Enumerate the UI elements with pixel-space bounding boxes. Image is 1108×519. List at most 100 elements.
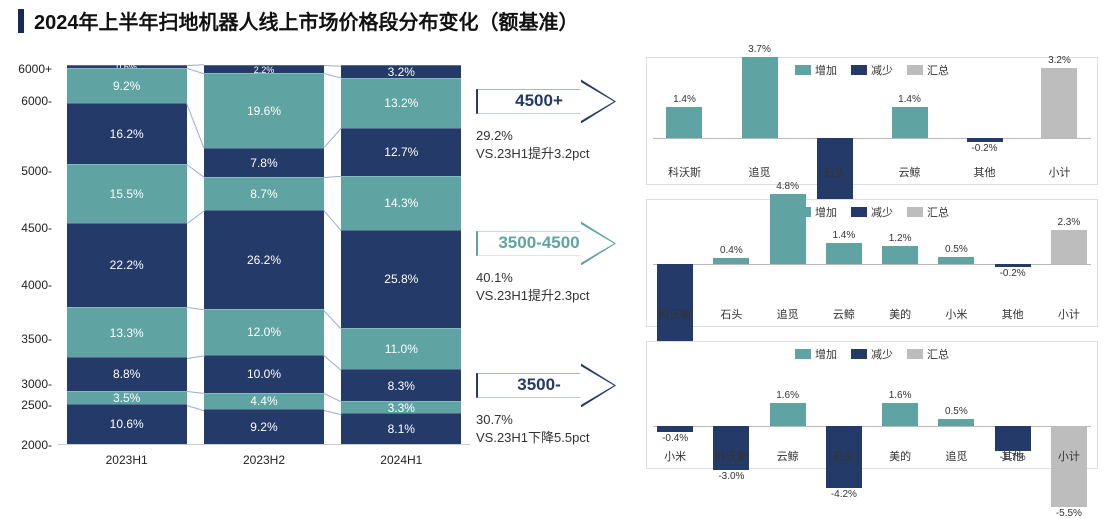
bar-segment: 12.0% bbox=[204, 309, 324, 354]
right-panel: 4500+ 29.2%VS.23H1提升3.2pct 增加减少汇总 1.4% 科沃斯 3.… bbox=[470, 55, 1098, 485]
x-axis-label: 2023H2 bbox=[204, 453, 324, 467]
mini-x-label: 小计 bbox=[1036, 164, 1082, 180]
mini-x-label: 科沃斯 bbox=[708, 448, 754, 464]
bar-segment: 25.8% bbox=[341, 230, 461, 328]
arrow-icon: 4500+ bbox=[476, 79, 616, 123]
bar-column: 10.6%3.5%8.8%13.3%22.2%15.5%16.2%9.2%0.6… bbox=[67, 65, 187, 444]
mini-bar bbox=[995, 264, 1031, 267]
range-label: 4500+ bbox=[478, 81, 614, 121]
bar-segment: 11.0% bbox=[341, 328, 461, 370]
bar-column: 9.2%4.4%10.0%12.0%26.2%8.7%7.8%19.6%2.2% bbox=[204, 65, 324, 444]
mini-value-label: 2.3% bbox=[1044, 217, 1094, 228]
mini-x-label: 小米 bbox=[652, 448, 698, 464]
bar-segment: 13.3% bbox=[67, 307, 187, 357]
price-range-row: 3500-30.7%VS.23H1下降5.5pct增加减少汇总-0.4%小米-3… bbox=[476, 339, 1098, 471]
mini-bar bbox=[882, 403, 918, 426]
mini-bar bbox=[1051, 426, 1087, 507]
content-area: 2000-2500-3000-3500-4000-4500-5000-6000-… bbox=[0, 35, 1108, 485]
mini-value-label: 1.4% bbox=[659, 94, 709, 105]
mini-value-label: -0.2% bbox=[960, 143, 1010, 154]
bar-segment: 3.5% bbox=[67, 391, 187, 404]
mini-x-label: 其他 bbox=[962, 164, 1008, 180]
mini-value-label: 4.8% bbox=[763, 181, 813, 192]
bar-segment: 4.4% bbox=[204, 393, 324, 410]
mini-x-label: 追觅 bbox=[933, 448, 979, 464]
mini-bar bbox=[938, 257, 974, 264]
mini-bar bbox=[657, 426, 693, 432]
mini-x-label: 石头 bbox=[708, 306, 754, 322]
bar-segment: 10.6% bbox=[67, 404, 187, 444]
mini-x-label: 美的 bbox=[877, 448, 923, 464]
bar-segment: 26.2% bbox=[204, 210, 324, 309]
mini-x-label: 追觅 bbox=[737, 164, 783, 180]
waterfall-chart: 增加减少汇总1.4%科沃斯3.7%追觅-3.2%石头1.4%云鲸-0.2%其他3… bbox=[646, 57, 1098, 185]
bar-segment: 14.3% bbox=[341, 176, 461, 230]
page-title: 2024年上半年扫地机器人线上市场价格段分布变化（额基准） bbox=[34, 6, 579, 35]
mini-value-label: 1.2% bbox=[875, 233, 925, 244]
x-axis-label: 2023H1 bbox=[67, 453, 187, 467]
mini-bar bbox=[770, 194, 806, 264]
mini-value-label: 1.6% bbox=[875, 390, 925, 401]
mini-bar bbox=[742, 57, 778, 138]
mini-x-label: 小计 bbox=[1046, 448, 1092, 464]
mini-bar bbox=[1041, 68, 1077, 138]
mini-x-label: 科沃斯 bbox=[661, 164, 707, 180]
mini-bar bbox=[666, 107, 702, 138]
mini-value-label: 1.4% bbox=[819, 230, 869, 241]
mini-value-label: 3.2% bbox=[1034, 55, 1084, 66]
bars-area: 10.6%3.5%8.8%13.3%22.2%15.5%16.2%9.2%0.6… bbox=[58, 65, 470, 445]
mini-value-label: -0.4% bbox=[650, 433, 700, 444]
mini-value-label: 3.7% bbox=[735, 44, 785, 55]
title-accent bbox=[18, 9, 24, 33]
mini-x-label: 小米 bbox=[933, 306, 979, 322]
stacked-bar-chart: 2000-2500-3000-3500-4000-4500-5000-6000-… bbox=[10, 55, 470, 485]
mini-value-label: 0.5% bbox=[931, 406, 981, 417]
y-tick-label: 6000- bbox=[10, 94, 52, 108]
mini-value-label: -0.2% bbox=[988, 268, 1038, 279]
bar-segment: 9.2% bbox=[67, 68, 187, 103]
y-tick-label: 6000+ bbox=[10, 62, 52, 76]
y-tick-label: 4500- bbox=[10, 221, 52, 235]
mini-value-label: -3.0% bbox=[706, 471, 756, 482]
mini-x-label: 云鲸 bbox=[765, 448, 811, 464]
bar-segment: 13.2% bbox=[341, 78, 461, 128]
legend: 增加减少汇总 bbox=[653, 62, 1091, 78]
mini-x-label: 云鲸 bbox=[887, 164, 933, 180]
y-tick-label: 2500- bbox=[10, 398, 52, 412]
title-bar: 2024年上半年扫地机器人线上市场价格段分布变化（额基准） bbox=[0, 0, 1108, 35]
mini-bar bbox=[938, 419, 974, 426]
y-tick-label: 2000- bbox=[10, 438, 52, 452]
range-label: 3500-4500 bbox=[478, 223, 614, 263]
bar-segment: 22.2% bbox=[67, 223, 187, 307]
arrow-icon: 3500- bbox=[476, 363, 616, 407]
arrow-block: 3500- 30.7%VS.23H1下降5.5pct bbox=[476, 363, 646, 446]
bar-segment: 8.7% bbox=[204, 177, 324, 210]
waterfall-chart: 增加减少汇总-0.4%小米-3.0%科沃斯1.6%云鲸-4.2%石头1.6%美的… bbox=[646, 341, 1098, 469]
mini-x-label: 小计 bbox=[1046, 306, 1092, 322]
mini-x-label: 追觅 bbox=[765, 306, 811, 322]
mini-x-label: 其他 bbox=[990, 306, 1036, 322]
mini-bar bbox=[967, 138, 1003, 142]
bar-segment: 2.2% bbox=[204, 65, 324, 73]
bar-segment: 7.8% bbox=[204, 148, 324, 178]
y-tick-label: 4000- bbox=[10, 278, 52, 292]
arrow-block: 3500-450040.1%VS.23H1提升2.3pct bbox=[476, 221, 646, 304]
bar-segment: 15.5% bbox=[67, 164, 187, 223]
range-subtext: 29.2%VS.23H1提升3.2pct bbox=[476, 127, 589, 162]
arrow-icon: 3500-4500 bbox=[476, 221, 616, 265]
mini-bar bbox=[713, 258, 749, 264]
bar-segment: 8.3% bbox=[341, 369, 461, 400]
bar-segment: 3.3% bbox=[341, 401, 461, 414]
bar-segment: 10.0% bbox=[204, 355, 324, 393]
mini-bar bbox=[1051, 230, 1087, 264]
range-subtext: 30.7%VS.23H1下降5.5pct bbox=[476, 411, 589, 446]
mini-value-label: 0.5% bbox=[931, 244, 981, 255]
mini-value-label: -4.2% bbox=[819, 489, 869, 500]
price-range-row: 4500+ 29.2%VS.23H1提升3.2pct 增加减少汇总 1.4% 科沃斯 3.… bbox=[476, 55, 1098, 187]
waterfall-chart: 增加减少汇总-5.7%科沃斯0.4%石头4.8%追觅1.4%云鲸1.2%美的0.… bbox=[646, 199, 1098, 327]
mini-bar bbox=[882, 246, 918, 264]
bar-segment: 8.1% bbox=[341, 413, 461, 444]
baseline bbox=[653, 138, 1091, 139]
bar-segment: 12.7% bbox=[341, 128, 461, 176]
mini-x-label: 石头 bbox=[812, 164, 858, 180]
